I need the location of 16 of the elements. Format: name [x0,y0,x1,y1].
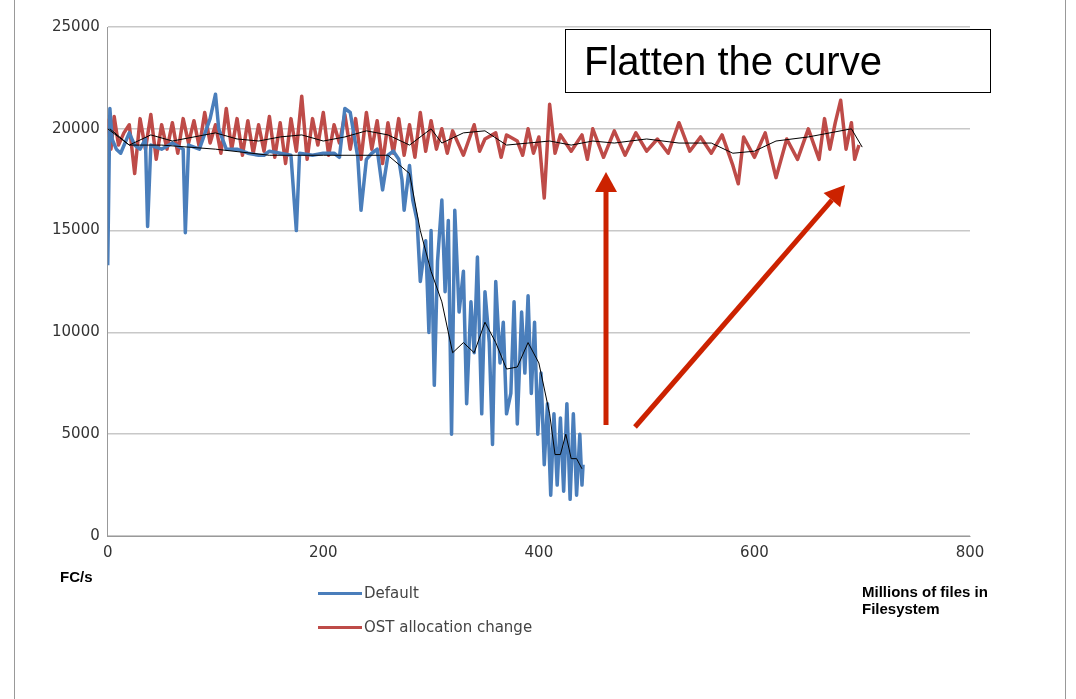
x-axis-title: Millions of files in Filesystem [862,583,989,617]
annotation: Flatten the curve [565,29,991,93]
x-tick-label: 400 [524,542,554,561]
y-tick-label: 5000 [61,424,100,443]
y-tick-label: 25000 [52,16,100,35]
y-tick-label: 20000 [52,118,100,137]
y-tick-label: 0 [90,525,100,544]
legend-label: OST allocation change [364,618,533,636]
x-tick-label: 0 [102,542,113,561]
y-axis-title: FC/s [60,568,93,585]
x-tick-label: 800 [955,542,985,561]
x-tick-label: 200 [308,542,338,561]
x-tick-label: 600 [740,542,769,561]
legend-label: Default [364,584,419,602]
y-tick-label: 15000 [52,220,100,239]
y-tick-label: 10000 [52,322,100,341]
